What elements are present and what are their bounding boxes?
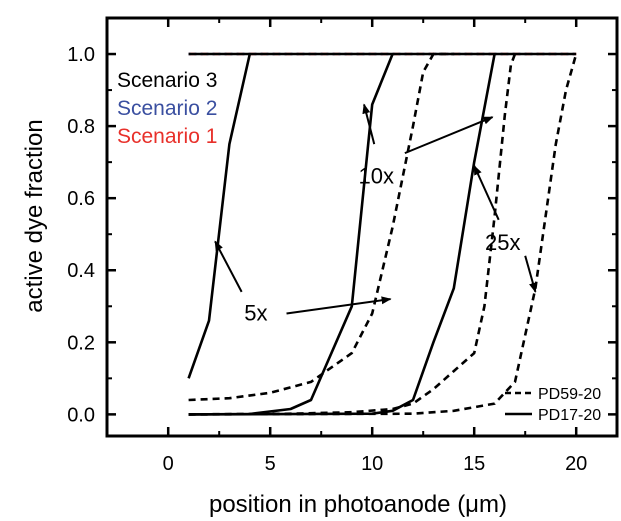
series-line-pd17-20-25x bbox=[188, 53, 496, 416]
annotation-arrow bbox=[362, 103, 376, 145]
x-axis-label: position in photoanode (μm) bbox=[209, 491, 507, 518]
series-layer bbox=[187, 52, 578, 416]
y-tick-label: 0.2 bbox=[67, 332, 95, 354]
annotation-label: 5x bbox=[244, 300, 267, 325]
line-legend: PD59-20 PD17-20 bbox=[505, 386, 601, 424]
x-tick-label: 0 bbox=[163, 453, 174, 475]
legend-entry-pd59-20: PD59-20 bbox=[538, 386, 601, 403]
x-tick-label: 15 bbox=[463, 453, 485, 475]
series-line-pd59-20-25x bbox=[188, 53, 578, 416]
legend-entry-pd17-20: PD17-20 bbox=[538, 407, 601, 424]
y-tick-label: 0.4 bbox=[67, 260, 95, 282]
axes-layer: 0 5 10 15 20 0.0 0.2 0.4 0.6 0.8 1.0 bbox=[67, 18, 617, 475]
legend-entry-scenario-3: Scenario 3 bbox=[117, 69, 217, 92]
annotation-arrow bbox=[473, 164, 500, 221]
x-tick-label: 10 bbox=[361, 453, 383, 475]
annotation-arrow bbox=[214, 240, 243, 293]
legend-entry-scenario-2: Scenario 2 bbox=[117, 97, 217, 120]
x-tick-label: 5 bbox=[265, 453, 276, 475]
y-tick-label: 0.0 bbox=[67, 404, 95, 426]
x-tick-label: 20 bbox=[565, 453, 587, 475]
series-line-pd17-20-5x bbox=[187, 53, 252, 379]
legend-entry-scenario-1: Scenario 1 bbox=[117, 125, 217, 148]
plot-frame bbox=[105, 16, 619, 438]
series-line-pd59-20-5x bbox=[188, 52, 454, 402]
annotation-arrow bbox=[524, 255, 537, 293]
y-tick-label: 0.8 bbox=[67, 116, 95, 138]
scenario-legend: Scenario 3 Scenario 2 Scenario 1 bbox=[117, 69, 217, 148]
annotation-label: 25x bbox=[485, 230, 520, 255]
y-tick-label: 0.6 bbox=[67, 188, 95, 210]
plot-area bbox=[105, 16, 619, 438]
y-axis-label: active dye fraction bbox=[21, 119, 48, 312]
y-tick-label: 1.0 bbox=[67, 44, 95, 66]
series-line-pd59-20-10x bbox=[188, 53, 517, 416]
annotation-arrow bbox=[404, 116, 494, 155]
annotation-arrow bbox=[286, 296, 392, 315]
annotation-label: 10x bbox=[359, 164, 394, 189]
annotation-layer: 5x 10x 25x bbox=[214, 103, 537, 325]
